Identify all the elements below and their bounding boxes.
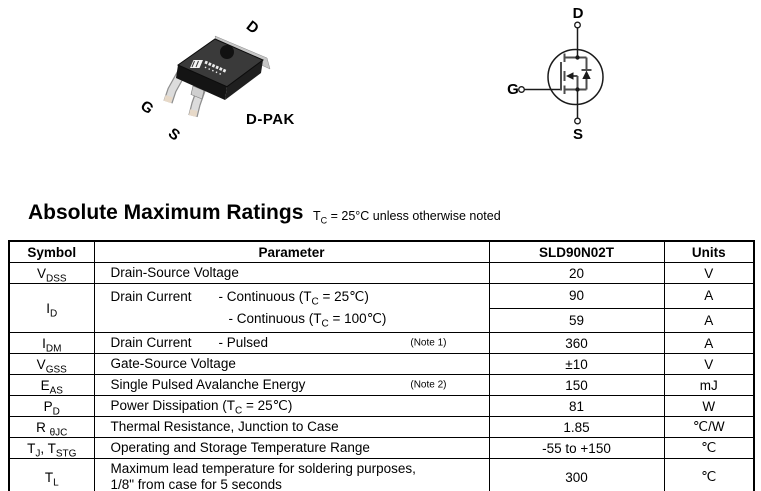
table-row: PD Power Dissipation (TC = 25℃) 81 W [8, 395, 755, 417]
header-part-number: SLD90N02T [488, 240, 665, 263]
value-cell: ±10 [488, 353, 665, 375]
symbol-cell: R θJC [8, 416, 95, 438]
value-cell: -55 to +150 [488, 437, 665, 459]
units-cell: ℃ [663, 458, 755, 491]
units-cell: A [663, 307, 755, 333]
symbol-pin-label-d: D [572, 5, 584, 22]
package-logo [190, 60, 227, 75]
ratings-table: Symbol Parameter SLD90N02T Units VDSS Dra… [8, 240, 755, 491]
package-caption: D-PAK [246, 111, 295, 128]
value-cell: 81 [488, 395, 665, 417]
units-cell: A [663, 283, 755, 309]
ratings-title: Absolute Maximum Ratings [28, 201, 304, 224]
value-cell: 20 [488, 262, 665, 284]
symbol-cell: VGSS [8, 353, 95, 375]
header-symbol: Symbol [8, 240, 95, 263]
parameter-cell: Operating and Storage Temperature Range [93, 437, 490, 459]
table-row: VGSS Gate-Source Voltage ±10 V [8, 353, 755, 375]
symbol-cell: TL [8, 458, 95, 491]
table-row: ID Drain Current - Continuous (TC = 25℃) - … [8, 283, 755, 333]
table-header-row: Symbol Parameter SLD90N02T Units [8, 240, 755, 263]
units-cell: A [663, 332, 755, 354]
table-row: TJ, TSTG Operating and Storage Temperatur… [8, 437, 755, 459]
parameter-cell: Maximum lead temperature for soldering p… [93, 458, 490, 491]
symbol-cell: PD [8, 395, 95, 417]
value-cell: 1.85 [488, 416, 665, 438]
value-cell: 150 [488, 374, 665, 396]
value-cell: 360 [488, 332, 665, 354]
parameter-cell: Drain-Source Voltage [93, 262, 490, 284]
table-row: TL Maximum lead temperature for soldering… [8, 458, 755, 491]
symbol-pin-label-g: G [507, 81, 519, 98]
value-cell: 90 [488, 283, 665, 309]
units-cell: mJ [663, 374, 755, 396]
parameter-cell: Thermal Resistance, Junction to Case [93, 416, 490, 438]
parameter-cell: Power Dissipation (TC = 25℃) [93, 395, 490, 417]
symbol-cell: EAS [8, 374, 95, 396]
units-cell: ℃/W [663, 416, 755, 438]
dpak-package-image [163, 35, 271, 118]
table-row: IDM Drain Current - Pulsed (Note 1) 360 A [8, 332, 755, 354]
units-cell: V [663, 262, 755, 284]
note-reference: (Note 1) [410, 337, 447, 349]
table-row: R θJC Thermal Resistance, Junction to Cas… [8, 416, 755, 438]
ratings-subtitle: TC = 25°C unless otherwise noted [313, 209, 501, 226]
parameter-cell: Single Pulsed Avalanche Energy (Note 2) [93, 374, 490, 396]
table-row: EAS Single Pulsed Avalanche Energy (Note 2… [8, 374, 755, 396]
header-parameter: Parameter [93, 240, 490, 263]
parameter-cell: Drain Current - Pulsed (Note 1) [93, 332, 490, 354]
units-cell: V [663, 353, 755, 375]
package-body [176, 35, 271, 100]
parameter-cell: Gate-Source Voltage [93, 353, 490, 375]
note-reference: (Note 2) [410, 379, 447, 391]
symbol-cell: TJ, TSTG [8, 437, 95, 459]
units-cell: W [663, 395, 755, 417]
value-cell: 300 [488, 458, 665, 491]
symbol-cell: IDM [8, 332, 95, 354]
table-row: VDSS Drain-Source Voltage 20 V [8, 262, 755, 284]
value-cell: 59 [488, 307, 665, 333]
symbol-cell: VDSS [8, 262, 95, 284]
parameter-cell: Drain Current - Continuous (TC = 25℃) - Co… [93, 283, 490, 333]
mosfet-symbol-diagram [518, 21, 604, 125]
header-units: Units [663, 240, 755, 263]
symbol-cell: ID [8, 283, 95, 333]
symbol-pin-label-s: S [572, 126, 583, 143]
units-cell: ℃ [663, 437, 755, 459]
